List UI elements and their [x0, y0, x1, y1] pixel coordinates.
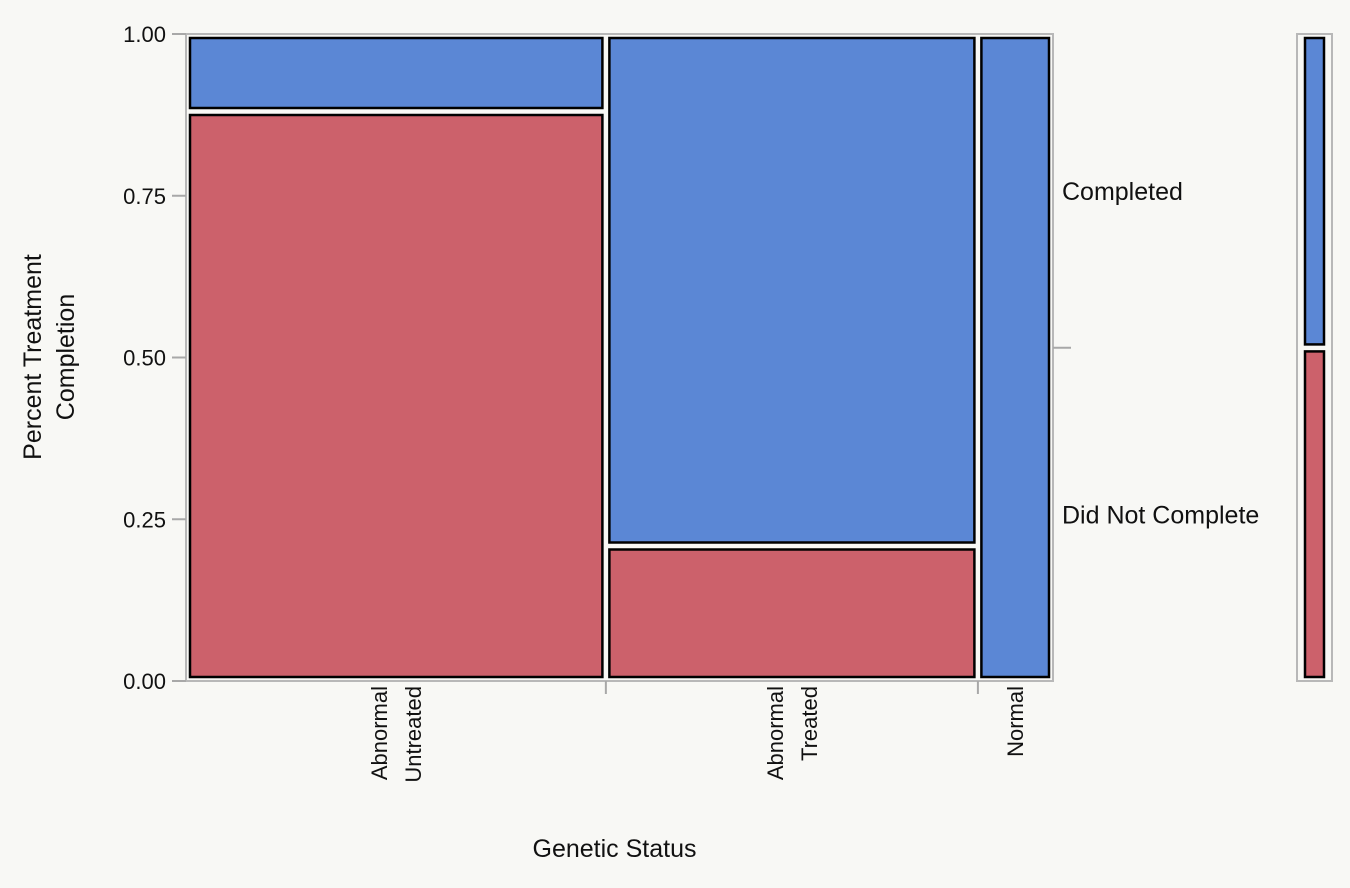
tile-did-not-complete-1 [608, 548, 976, 679]
plot-tiles [188, 36, 1051, 679]
legend-labels: Completed Did Not Complete [1062, 178, 1259, 530]
x-tick-label-line: Abnormal [367, 686, 392, 780]
y-tick-label: 0.75 [123, 184, 166, 209]
tile-did-not-complete-0 [188, 113, 604, 679]
legend-bar-frame [1296, 33, 1333, 682]
y-tick-label: 0.25 [123, 507, 166, 532]
legend-bar [1296, 33, 1333, 682]
x-tick-label-line: Abnormal [763, 686, 788, 780]
x-tick-label-line: Treated [797, 686, 822, 761]
x-tick-label-2: Normal [1003, 686, 1028, 757]
x-tick-label-1: Abnormal Treated [763, 686, 822, 780]
y-axis-title: Percent Treatment Completion [19, 254, 80, 460]
y-axis: 0.00 0.25 0.50 0.75 1.00 [123, 22, 186, 694]
tile-completed-0 [188, 36, 604, 110]
legend-bar-completed [1303, 36, 1326, 346]
legend-label-completed: Completed [1062, 178, 1183, 206]
x-tick-label-line: Untreated [401, 686, 426, 783]
y-tick-label: 0.50 [123, 346, 166, 371]
y-axis-title-line: Percent Treatment [19, 254, 47, 460]
y-tick-label: 1.00 [123, 22, 166, 47]
x-axis-title: Genetic Status [533, 835, 697, 863]
x-axis: Abnormal Untreated Abnormal Treated Normal [367, 681, 1028, 783]
tile-completed-2 [980, 36, 1051, 679]
legend-label-did-not-complete: Did Not Complete [1062, 501, 1259, 529]
x-tick-label-line: Normal [1003, 686, 1028, 757]
legend-bar-did-not-complete [1303, 350, 1326, 679]
y-tick-label: 0.00 [123, 669, 166, 694]
x-tick-label-0: Abnormal Untreated [367, 686, 426, 783]
tile-completed-1 [608, 36, 976, 544]
y-axis-title-line: Completion [52, 294, 80, 420]
